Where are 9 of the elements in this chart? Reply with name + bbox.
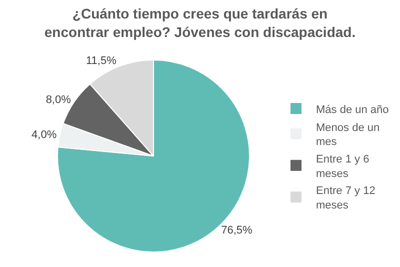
data-label: 76,5% <box>221 224 253 236</box>
legend-label: Entre 7 y 12 meses <box>316 185 376 212</box>
data-label: 11,5% <box>86 54 117 67</box>
legend-label: Más de un año <box>316 104 389 116</box>
legend-label: Entre 1 y 6 meses <box>316 154 370 180</box>
data-label: 8,0% <box>46 94 72 106</box>
chart-title: ¿Cuánto tiempo crees que tardarás en encontrar empleo? Jóvenes con discapacidad. <box>44 6 356 40</box>
legend-label: Menos de un mes <box>316 122 380 148</box>
data-label: 4,0% <box>32 128 57 141</box>
